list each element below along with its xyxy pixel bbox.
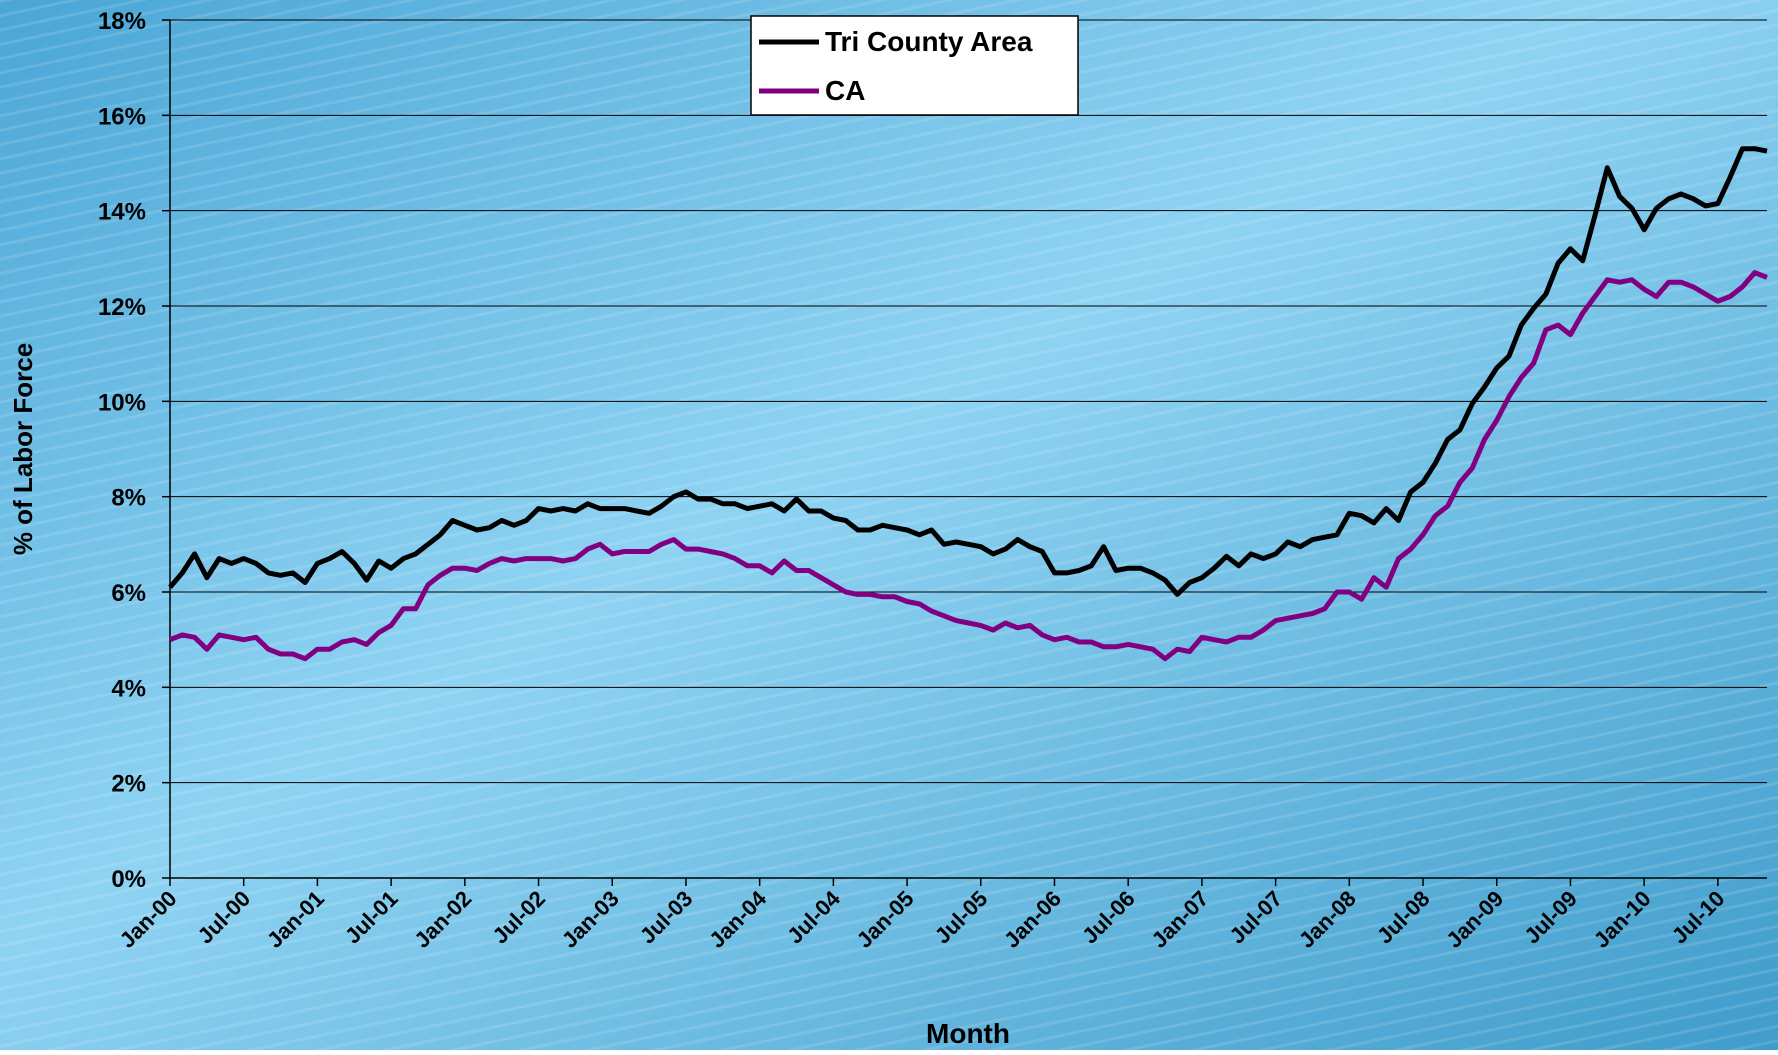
y-tick-label: 10%	[98, 389, 146, 416]
legend-label: Tri County Area	[825, 26, 1033, 57]
legend-label: CA	[825, 75, 865, 106]
y-tick-label: 12%	[98, 294, 146, 321]
y-tick-label: 0%	[111, 866, 146, 893]
y-tick-label: 18%	[98, 8, 146, 35]
series-line	[169, 270, 1768, 662]
x-axis-title: Month	[926, 1018, 1010, 1049]
series-line	[168, 146, 1768, 597]
y-tick-label: 2%	[111, 771, 146, 798]
y-tick-label: 8%	[111, 485, 146, 512]
y-tick-label: 14%	[98, 199, 146, 226]
y-tick-label: 4%	[111, 675, 146, 702]
y-tick-label: 16%	[98, 103, 146, 130]
y-axis-title: % of Labor Force	[8, 343, 38, 555]
y-tick-label: 6%	[111, 580, 146, 607]
legend-box	[750, 15, 1079, 116]
